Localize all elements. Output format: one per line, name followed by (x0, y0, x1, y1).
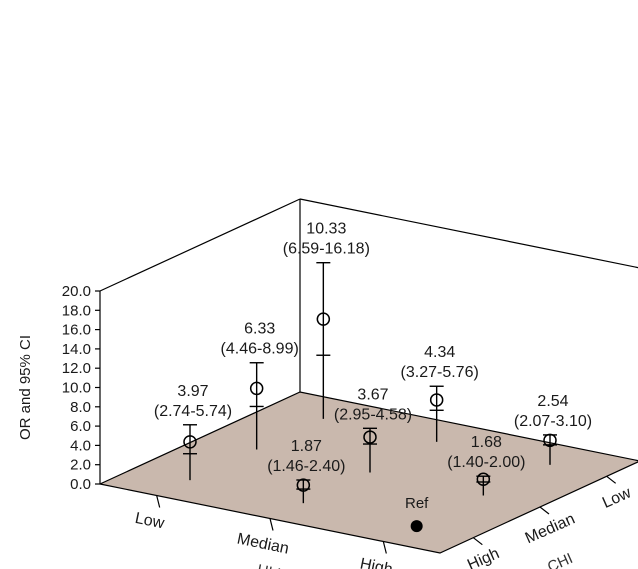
left-wall-top-edge (99, 198, 301, 292)
or-point (429, 393, 444, 407)
z-tick-label: Median (523, 510, 578, 547)
or-value-label: 3.67 (357, 386, 388, 403)
ci-value-label: (2.74-5.74) (154, 403, 232, 420)
y-tick-label: 2.0 (70, 457, 91, 474)
y-tick-label: 12.0 (62, 360, 91, 377)
chart-marks (183, 261, 557, 533)
or-point (543, 433, 557, 448)
or-value-label: 4.34 (424, 344, 455, 361)
y-tick-label: 18.0 (62, 302, 91, 319)
y-tick-label: 4.0 (70, 437, 91, 454)
y-tick-label: 0.0 (70, 476, 91, 493)
or-value-label: 1.87 (291, 438, 322, 455)
or-point (249, 381, 264, 396)
or-value-label: 1.68 (471, 434, 502, 451)
z-tick (606, 475, 617, 484)
or-value-label: 3.97 (177, 383, 208, 400)
x-axis-title: HLI (256, 561, 282, 569)
or-value-label: 2.54 (537, 393, 568, 410)
or-point (476, 472, 491, 487)
ci-value-label: (4.46-8.99) (221, 341, 299, 358)
y-tick-label: 20.0 (62, 283, 91, 300)
ci-value-label: (1.40-2.00) (447, 454, 525, 471)
or-value-label: 10.33 (306, 221, 346, 238)
or-point (363, 430, 377, 444)
or-value-label: 6.33 (244, 321, 275, 338)
back-wall-top-edge (299, 198, 638, 269)
chart-labels: 10.33 (6.59-16.18) 4.34 (3.27-5.76) 2.54 (2.0… (154, 221, 592, 512)
z-tick (472, 537, 483, 546)
reference-point (410, 520, 423, 533)
y-tick-label: 16.0 (62, 322, 91, 339)
or-point (296, 478, 311, 492)
x-tick (269, 518, 274, 531)
z-tick (539, 506, 550, 515)
y-tick-label: 8.0 (70, 399, 91, 416)
ci-value-label: (2.95-4.58) (334, 406, 412, 423)
x-tick-label: High (358, 555, 394, 569)
x-tick-label: Median (235, 531, 290, 558)
z-tick-label: Low (600, 484, 634, 512)
y-tick-label: 6.0 (70, 418, 91, 435)
floor-plane (98, 391, 638, 554)
x-tick (382, 541, 387, 554)
x-tick-label: Low (133, 510, 166, 533)
y-axis-title: OR and 95% CI (17, 335, 34, 440)
x-tick (156, 495, 161, 508)
y-tick-label: 10.0 (62, 380, 91, 397)
chart-floor (98, 391, 638, 554)
z-axis-title: CHI (545, 550, 576, 569)
chart-walls (99, 198, 638, 392)
ci-value-label: (6.59-16.18) (283, 241, 370, 258)
or-point (183, 435, 197, 449)
ci-value-label: (1.46-2.40) (267, 458, 345, 475)
reference-label: Ref (405, 495, 429, 512)
ci-value-label: (2.07-3.10) (514, 413, 592, 430)
y-tick-label: 14.0 (62, 341, 91, 358)
ci-value-label: (3.27-5.76) (401, 364, 479, 381)
or-point (316, 312, 331, 326)
y-axis: 0.0 2.0 4.0 6.0 8.0 10.0 12.0 14.0 16.0 18.0 20.0 O… (17, 283, 101, 493)
z-tick-label: High (465, 545, 502, 569)
